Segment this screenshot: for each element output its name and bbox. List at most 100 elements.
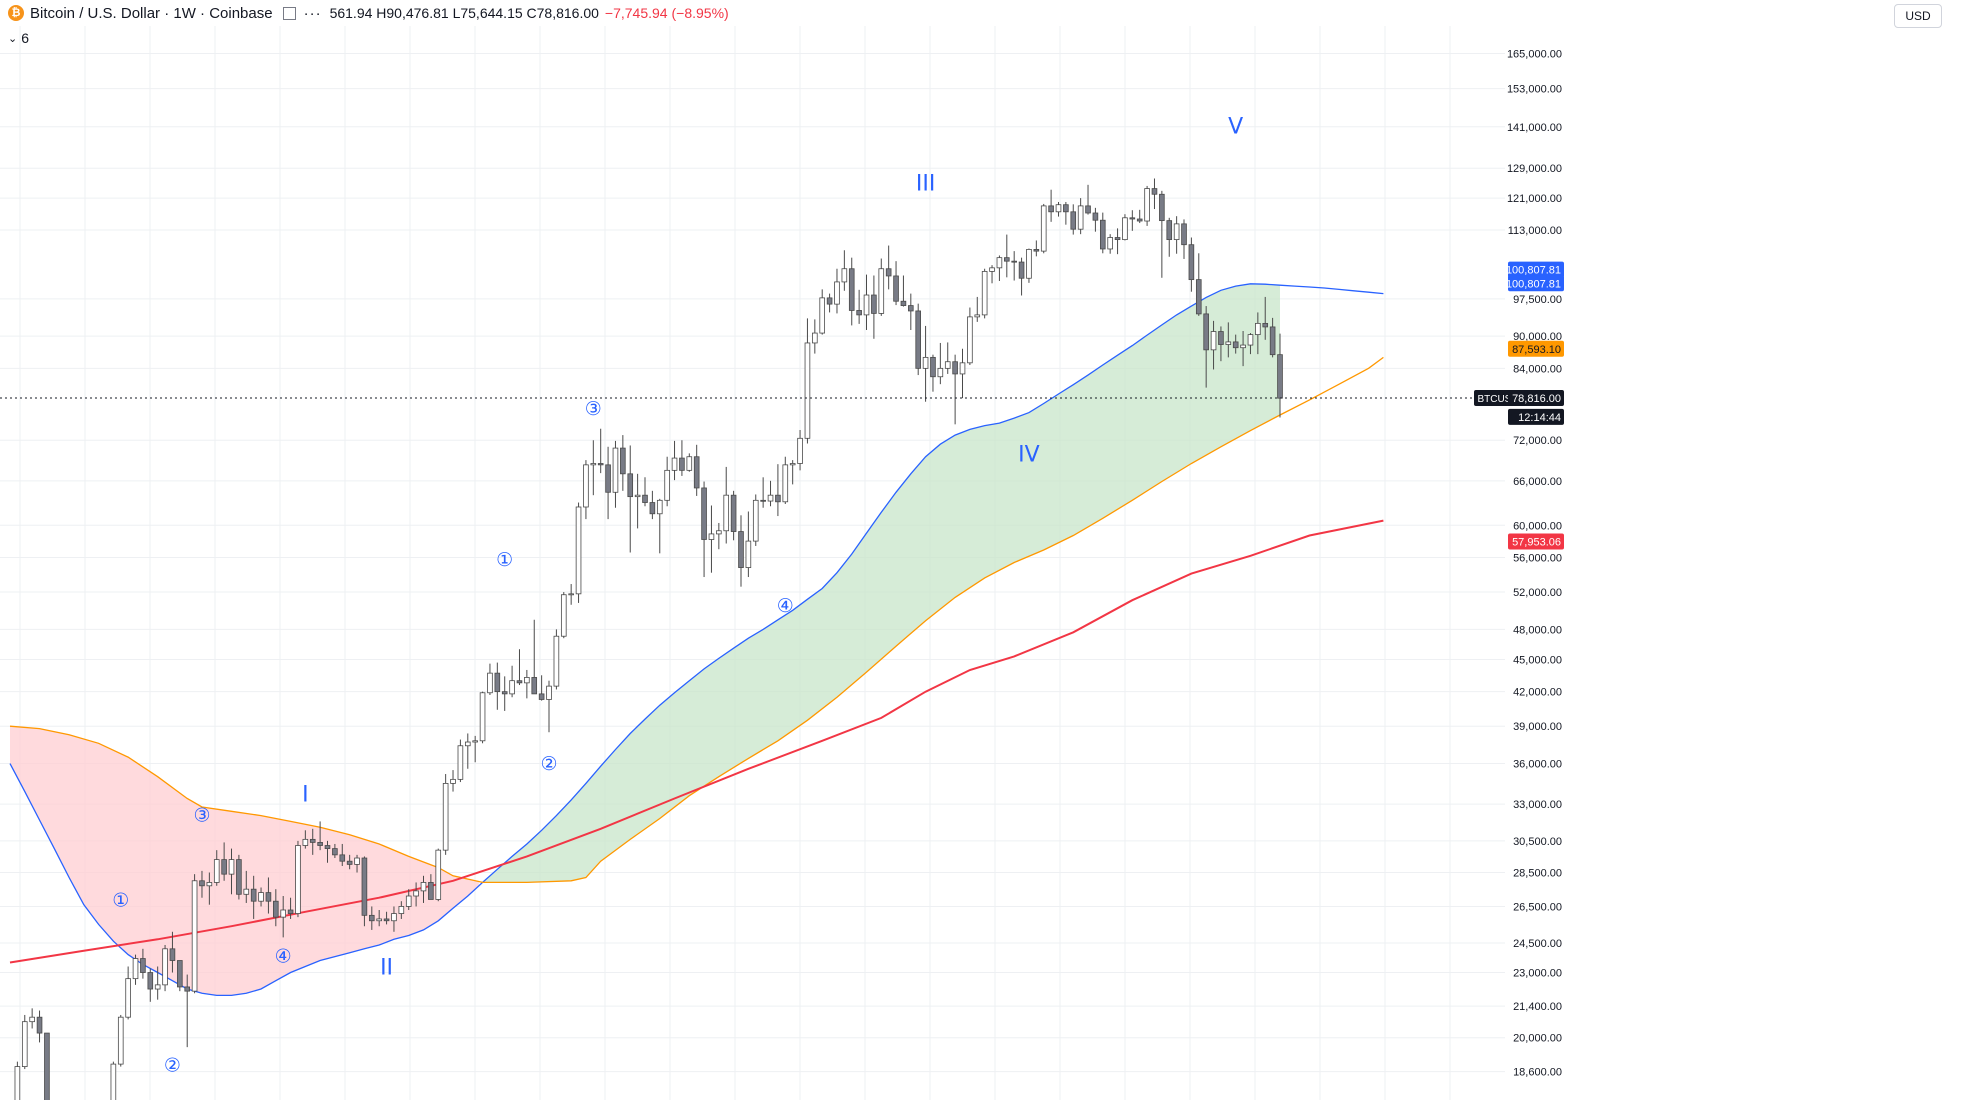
candle-body [391, 913, 397, 922]
candle-body [140, 958, 146, 973]
candle-body [775, 494, 781, 503]
candle-body [1195, 279, 1202, 315]
y-tick-label: 18,600.00 [1513, 1067, 1562, 1079]
candle [1077, 198, 1084, 235]
candle-body [996, 257, 1003, 269]
candle [177, 960, 183, 992]
candle [1040, 203, 1047, 254]
candle-body [1262, 322, 1269, 328]
candle [1232, 334, 1239, 354]
candle-body [1210, 331, 1217, 351]
candle-body [354, 857, 360, 865]
candle [258, 887, 264, 907]
candle-body [856, 310, 862, 316]
candle [804, 318, 811, 444]
candle [752, 494, 759, 546]
candle [132, 954, 139, 985]
candle [664, 456, 670, 507]
axis-price-badge [1508, 390, 1564, 407]
candle [501, 676, 508, 711]
candle [1085, 184, 1091, 215]
candle-body [280, 909, 286, 918]
indicator-toggle[interactable]: ⌄ 6 [8, 30, 29, 46]
elliott-wave-label: II [380, 956, 393, 981]
y-tick-label: 97,500.00 [1513, 294, 1562, 306]
candle [125, 966, 131, 1020]
elliott-wave-label: ① [112, 889, 129, 911]
candle-body [369, 914, 375, 922]
candle-body [546, 685, 552, 700]
candle-body [930, 356, 936, 378]
candle [206, 872, 213, 905]
candle-body [162, 948, 168, 986]
currency-button[interactable]: USD [1894, 4, 1942, 28]
candle [649, 490, 656, 520]
candle [1188, 237, 1195, 292]
candle-body [730, 494, 737, 532]
candle-body [634, 494, 641, 498]
candle-body [1277, 354, 1283, 399]
candle [789, 460, 796, 485]
candle-body [878, 268, 885, 314]
candle-body [841, 268, 848, 283]
candle [243, 870, 250, 903]
candle [878, 258, 885, 316]
candle [442, 774, 449, 855]
candle-body [908, 305, 914, 312]
candle [317, 821, 323, 851]
candle-body [1247, 334, 1254, 346]
candle-body [501, 691, 508, 695]
candle [383, 911, 390, 925]
candle [29, 1008, 35, 1029]
candle [1269, 317, 1276, 358]
candle [1099, 212, 1106, 254]
axis-price-badge [1508, 261, 1564, 278]
candle-body [553, 635, 560, 687]
candle-body [560, 594, 567, 637]
candle-body [679, 457, 685, 471]
y-tick-label: 30,500.00 [1513, 836, 1562, 848]
cloud-fill [10, 726, 479, 996]
candle [531, 619, 538, 695]
candle [464, 733, 471, 769]
candle-body [265, 892, 272, 902]
candle [405, 889, 412, 910]
compare-icon[interactable] [282, 6, 296, 20]
candle [952, 354, 958, 425]
candle-body [922, 356, 929, 369]
candle-body [169, 948, 176, 961]
y-tick-label: 129,000.00 [1507, 163, 1562, 175]
elliott-wave-label: V [1228, 114, 1243, 139]
candle-body [915, 310, 921, 369]
candle [767, 480, 774, 507]
candle-body [464, 741, 471, 747]
candle [516, 649, 523, 686]
candle [1070, 204, 1077, 235]
candle [110, 1061, 117, 1100]
chevron-down-icon[interactable]: ⌄ [8, 32, 18, 45]
candle-body [1159, 193, 1165, 222]
candle-body [959, 362, 966, 375]
candle-body [44, 1032, 50, 1100]
symbol-title[interactable]: Bitcoin / U.S. Dollar · 1W · Coinbase [30, 4, 273, 22]
more-options-icon[interactable]: ··· [303, 4, 322, 22]
candle-body [228, 859, 235, 875]
candle-body [944, 361, 951, 369]
candle-body [1136, 218, 1143, 222]
candle-body [716, 530, 722, 535]
candle [1136, 209, 1143, 224]
y-tick-label: 60,000.00 [1513, 520, 1562, 532]
candle-body [989, 267, 995, 272]
candle-body [324, 845, 331, 849]
candle-body [885, 268, 892, 277]
candle [812, 319, 818, 354]
candle-body [804, 342, 811, 439]
candle [856, 289, 862, 324]
y-tick-label: 39,000.00 [1513, 721, 1562, 733]
chart-header: ₿ Bitcoin / U.S. Dollar · 1W · Coinbase … [0, 0, 729, 26]
candle [656, 498, 663, 554]
candle-body [834, 281, 840, 305]
candle [679, 440, 685, 476]
candle [228, 848, 235, 895]
